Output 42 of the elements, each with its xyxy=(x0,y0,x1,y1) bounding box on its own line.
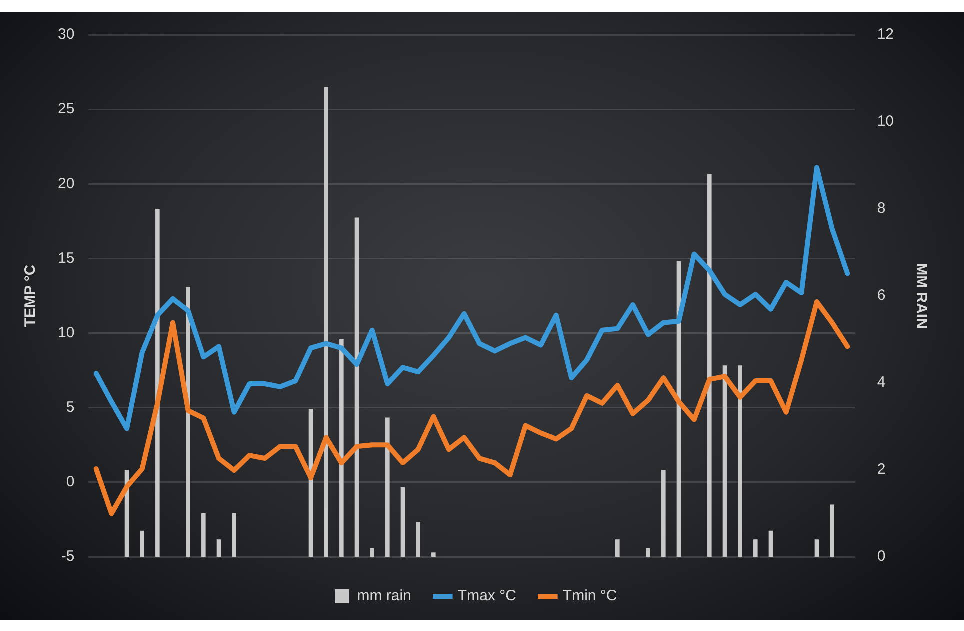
bar xyxy=(754,540,758,557)
bar xyxy=(768,530,774,557)
bar xyxy=(722,366,728,557)
bar xyxy=(140,530,144,557)
legend-label: Tmax °C xyxy=(458,588,517,605)
y2-tick-label: 12 xyxy=(877,26,894,44)
bar xyxy=(156,209,160,557)
bar xyxy=(616,540,620,557)
bar xyxy=(202,514,206,557)
bar xyxy=(340,340,344,557)
bar xyxy=(432,552,436,557)
y-tick-label: 5 xyxy=(66,399,75,416)
bar xyxy=(370,548,374,557)
y-tick-label: 25 xyxy=(58,100,75,118)
y-tick-label: -5 xyxy=(61,548,75,566)
y-tick-label: 10 xyxy=(58,324,75,342)
y-axis-title: TEMP °C xyxy=(22,264,40,328)
bar xyxy=(416,522,420,557)
legend-label: Tmin °C xyxy=(562,588,618,605)
bar xyxy=(830,504,834,557)
y-tick-label: 0 xyxy=(66,474,75,491)
y2-tick-label: 6 xyxy=(877,287,886,304)
y2-axis-title: MM RAIN xyxy=(912,263,930,329)
legend-label: mm rain xyxy=(357,588,412,605)
y2-tick-label: 2 xyxy=(877,461,886,478)
y2-tick-label: 4 xyxy=(877,374,886,392)
bar xyxy=(708,174,712,557)
y2-tick-label: 10 xyxy=(877,113,894,130)
bar xyxy=(662,470,666,557)
bar xyxy=(738,366,742,557)
bar xyxy=(324,87,328,557)
bar xyxy=(232,514,236,557)
y2-tick-label: 0 xyxy=(877,548,886,566)
y-tick-label: 30 xyxy=(58,26,75,44)
y-tick-label: 20 xyxy=(58,175,75,192)
bar xyxy=(814,540,820,557)
bar xyxy=(386,418,390,557)
y2-tick-label: 8 xyxy=(877,200,886,218)
bar xyxy=(216,540,222,557)
y-tick-label: 15 xyxy=(58,250,75,267)
bar xyxy=(646,548,650,557)
bar xyxy=(400,487,406,557)
